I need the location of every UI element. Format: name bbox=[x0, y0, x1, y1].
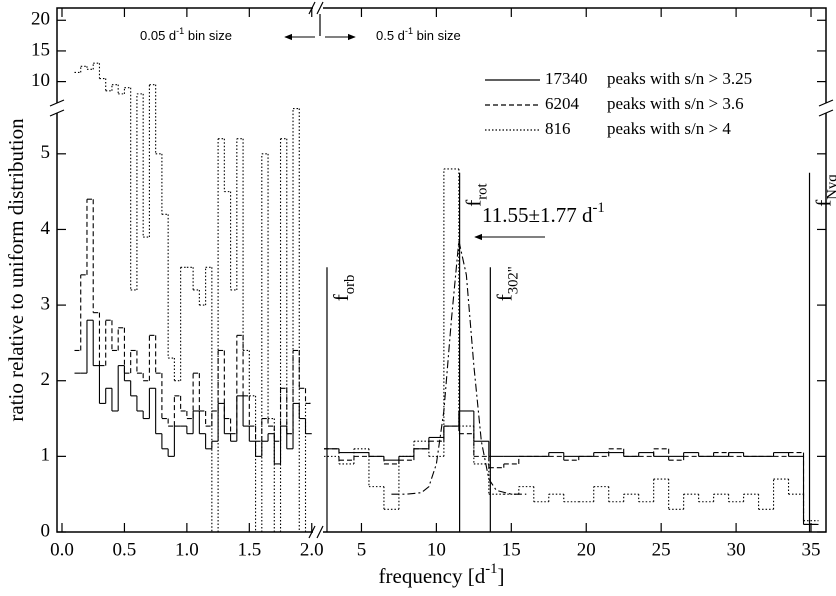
text-part: ratio relative to uniform distribution bbox=[4, 118, 28, 422]
bin-size-right: 0.5 d-1 bin size bbox=[376, 26, 461, 43]
fit-label: 11.55±1.77 d-1 bbox=[482, 200, 605, 226]
text-part: f bbox=[811, 200, 835, 207]
x-axis-title: frequency [d-1] bbox=[379, 561, 505, 587]
text-part: 11.55±1.77 d bbox=[482, 203, 593, 227]
legend-label: peaks with s/n > 4 bbox=[607, 119, 731, 138]
x-tick-label: 0.5 bbox=[113, 539, 137, 560]
x-tick-label: 25 bbox=[652, 539, 671, 560]
text-part: ] bbox=[497, 564, 504, 588]
x-tick-label: 10 bbox=[427, 539, 446, 560]
bin-size-left: 0.05 d-1 bin size bbox=[140, 26, 232, 43]
marker-label: fNyq bbox=[811, 174, 836, 207]
y-tick-label: 0 bbox=[41, 520, 51, 541]
histogram-series bbox=[74, 198, 819, 525]
y-tick-label: 15 bbox=[31, 39, 50, 60]
text-part: -1 bbox=[593, 200, 605, 216]
x-tick-label: 2.0 bbox=[300, 539, 324, 560]
text-part: orb bbox=[342, 275, 358, 295]
y-tick-label: 3 bbox=[41, 293, 51, 314]
text-part: bin size bbox=[413, 28, 461, 43]
x-tick-label: 1.0 bbox=[175, 539, 199, 560]
text-part: frequency [d bbox=[379, 564, 486, 588]
text-part: -1 bbox=[176, 26, 184, 36]
plot-frame bbox=[56, 7, 827, 533]
x-tick-label: 1.5 bbox=[237, 539, 261, 560]
text-part: Nyq bbox=[825, 174, 836, 200]
histogram-series bbox=[74, 62, 819, 533]
histogram-series bbox=[74, 319, 819, 525]
text-part: f bbox=[329, 294, 353, 301]
x-tick-label: 35 bbox=[802, 539, 821, 560]
marker-label: f302" bbox=[492, 266, 522, 301]
text-part: f bbox=[461, 200, 485, 207]
text-part: -1 bbox=[405, 26, 413, 36]
y-tick-label: 5 bbox=[41, 142, 51, 163]
y-tick-label: 20 bbox=[31, 9, 50, 30]
y-axis-title: ratio relative to uniform distribution bbox=[4, 118, 28, 422]
y-tick-label: 10 bbox=[31, 70, 50, 91]
text-part: 302" bbox=[506, 266, 522, 294]
x-tick-label: 15 bbox=[502, 539, 521, 560]
marker-label: forb bbox=[329, 275, 359, 302]
x-tick-label: 20 bbox=[577, 539, 596, 560]
marker-label: frot bbox=[461, 183, 491, 206]
y-tick-label: 2 bbox=[41, 369, 51, 390]
text-part: 0.5 d bbox=[376, 28, 405, 43]
text-part: 0.05 d bbox=[140, 28, 176, 43]
legend-name: 6204 bbox=[545, 94, 580, 113]
text-part: -1 bbox=[485, 561, 497, 577]
fit-curve bbox=[391, 240, 527, 495]
x-tick-label: 0.0 bbox=[50, 539, 74, 560]
x-tick-label: 5 bbox=[357, 539, 367, 560]
x-tick-label: 30 bbox=[727, 539, 746, 560]
y-tick-label: 4 bbox=[41, 218, 51, 239]
legend-label: peaks with s/n > 3.25 bbox=[607, 69, 752, 88]
legend-name: 17340 bbox=[545, 69, 588, 88]
text-part: rot bbox=[475, 183, 491, 199]
text-part: f bbox=[492, 294, 516, 301]
legend-name: 816 bbox=[545, 119, 571, 138]
axis-breaks bbox=[49, 1, 834, 539]
text-part: bin size bbox=[184, 28, 232, 43]
y-tick-label: 1 bbox=[41, 445, 51, 466]
legend-label: peaks with s/n > 3.6 bbox=[607, 94, 744, 113]
